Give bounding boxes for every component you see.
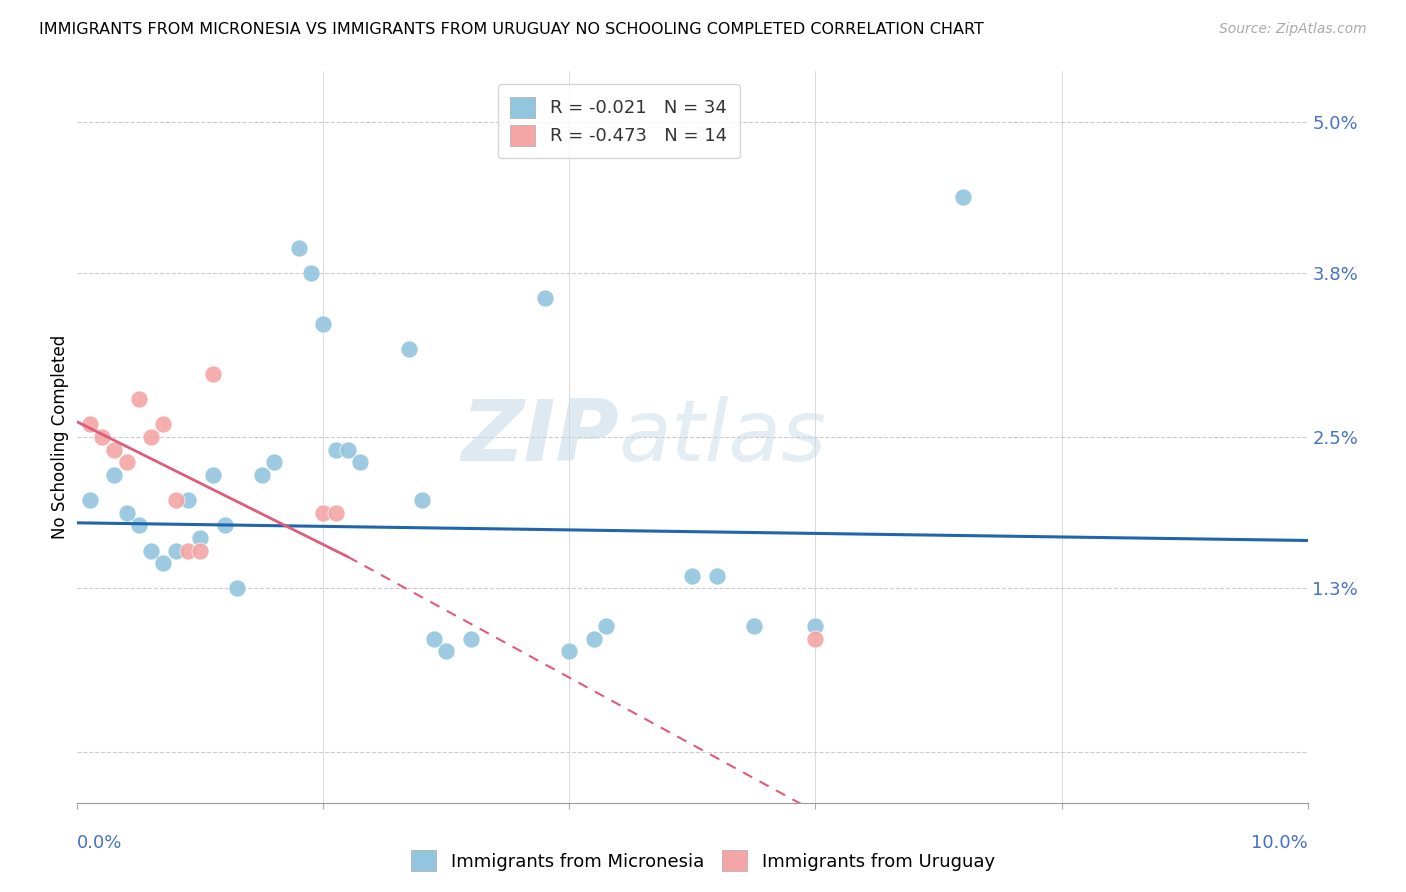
Point (583, 632, 606, 646)
Text: ZIP: ZIP (461, 395, 619, 479)
Point (423, 632, 446, 646)
Point (152, 417, 174, 432)
Point (79, 417, 101, 432)
Point (436, 644, 458, 658)
Point (250, 467, 273, 482)
Point (79, 493, 101, 508)
Legend: Immigrants from Micronesia, Immigrants from Uruguay: Immigrants from Micronesia, Immigrants f… (404, 843, 1002, 879)
Point (152, 556, 174, 570)
Point (682, 569, 704, 583)
Point (165, 493, 187, 508)
Point (325, 506, 347, 520)
Point (103, 467, 125, 482)
Point (349, 455, 371, 469)
Text: 0.0%: 0.0% (77, 834, 122, 852)
Point (595, 619, 617, 633)
Point (115, 506, 138, 520)
Point (804, 619, 827, 633)
Point (214, 518, 236, 533)
Point (128, 518, 150, 533)
Point (460, 632, 482, 646)
Text: Source: ZipAtlas.com: Source: ZipAtlas.com (1219, 22, 1367, 37)
Point (115, 455, 138, 469)
Point (558, 644, 581, 658)
Point (804, 632, 827, 646)
Text: atlas: atlas (619, 395, 827, 479)
Legend: R = -0.021   N = 34, R = -0.473   N = 14: R = -0.021 N = 34, R = -0.473 N = 14 (498, 84, 740, 158)
Point (706, 569, 728, 583)
Point (201, 467, 224, 482)
Point (742, 619, 765, 633)
Point (177, 543, 200, 558)
Point (398, 342, 420, 356)
Text: 10.0%: 10.0% (1251, 834, 1308, 852)
Point (201, 367, 224, 381)
Point (165, 543, 187, 558)
Point (534, 291, 557, 305)
Point (188, 543, 212, 558)
Point (226, 582, 249, 596)
Point (312, 506, 335, 520)
Point (952, 190, 974, 204)
Point (177, 493, 200, 508)
Point (288, 241, 311, 255)
Point (141, 543, 163, 558)
Point (188, 531, 212, 545)
Point (299, 266, 322, 280)
Point (90, 430, 114, 444)
Point (312, 317, 335, 331)
Point (325, 442, 347, 457)
Point (103, 442, 125, 457)
Point (128, 392, 150, 407)
Y-axis label: No Schooling Completed: No Schooling Completed (51, 335, 69, 539)
Text: IMMIGRANTS FROM MICRONESIA VS IMMIGRANTS FROM URUGUAY NO SCHOOLING COMPLETED COR: IMMIGRANTS FROM MICRONESIA VS IMMIGRANTS… (39, 22, 984, 37)
Point (337, 442, 360, 457)
Point (411, 493, 433, 508)
Point (141, 430, 163, 444)
Point (263, 455, 285, 469)
